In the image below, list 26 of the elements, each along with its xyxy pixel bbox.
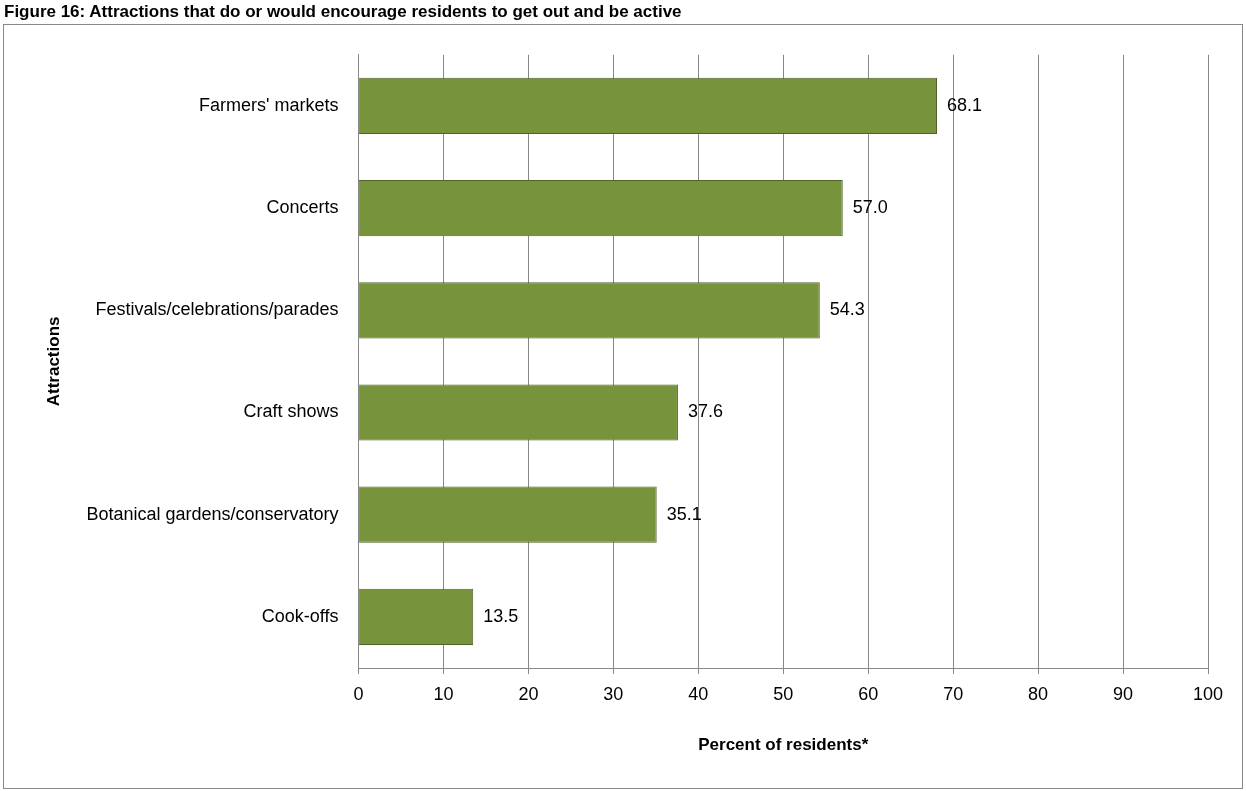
x-tick-label: 30: [603, 683, 624, 704]
x-tick-label: 10: [433, 683, 454, 704]
x-tick-label: 0: [353, 683, 364, 704]
y-tick-label: Concerts: [266, 197, 339, 218]
y-tick-label: Botanical gardens/conservatory: [86, 503, 339, 524]
data-label: 68.1: [947, 94, 983, 115]
y-axis-title: Attractions: [43, 316, 63, 407]
x-axis-title: Percent of residents*: [698, 735, 869, 755]
data-label: 37.6: [687, 401, 723, 422]
x-tick-label: 60: [858, 683, 879, 704]
x-tick-label: 90: [1113, 683, 1134, 704]
x-tick-label: 80: [1028, 683, 1049, 704]
data-label: 57.0: [852, 197, 888, 218]
data-label: 54.3: [829, 299, 865, 320]
y-tick-label: Farmers' markets: [199, 94, 339, 115]
data-label: 35.1: [666, 503, 702, 524]
x-tick-label: 70: [943, 683, 964, 704]
x-tick-label: 100: [1192, 683, 1224, 704]
y-tick-label: Craft shows: [243, 401, 339, 422]
chart-title: Figure 16: Attractions that do or would encourage residents to get out and be active: [4, 2, 682, 22]
x-tick-label: 50: [773, 683, 794, 704]
x-tick-label: 20: [518, 683, 539, 704]
y-tick-label: Cook-offs: [261, 605, 339, 626]
y-tick-label: Festivals/celebrations/parades: [95, 299, 339, 320]
x-tick-label: 40: [688, 683, 709, 704]
data-label: 13.5: [483, 605, 519, 626]
